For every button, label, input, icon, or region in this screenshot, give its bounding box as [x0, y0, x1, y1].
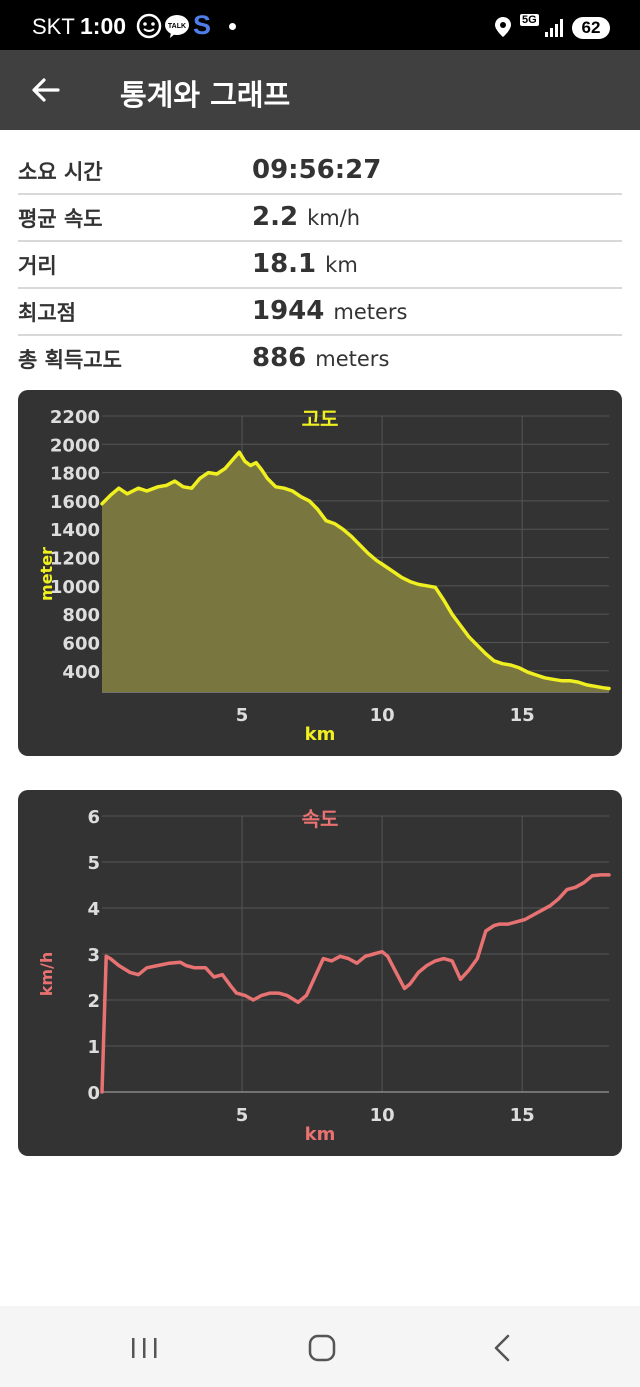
system-nav-bar — [0, 1306, 640, 1387]
network-type-badge: 5G — [520, 14, 539, 26]
y-tick-label: 6 — [87, 807, 100, 828]
chart-title: 속도 — [302, 807, 339, 831]
speed-chart: 0 1 2 3 4 5 6 5 10 15 속도 km km/h — [37, 807, 611, 1145]
svg-text:TALK: TALK — [168, 23, 186, 30]
stat-unit: meters — [333, 300, 408, 324]
face-icon — [136, 13, 162, 39]
stat-value: 2.2 km/h — [252, 202, 360, 232]
altitude-chart-card: 400 600 800 1000 1200 1400 1600 1800 2000 2200 5 10… — [18, 390, 622, 756]
signal-icon — [545, 19, 563, 37]
x-tick-label: 15 — [510, 705, 535, 726]
stat-row-avg-speed: 평균 속도 2.2 km/h — [18, 195, 622, 242]
notification-dot — [229, 23, 236, 30]
back-icon[interactable] — [472, 1328, 532, 1368]
stat-label: 평균 속도 — [18, 207, 103, 231]
app-bar: 통계와 그래프 — [0, 50, 640, 130]
clock: 1:00 — [80, 13, 127, 39]
stat-number: 09:56:27 — [252, 155, 382, 185]
stat-row-elevation-gain: 총 획득고도 886 meters — [18, 336, 622, 381]
arrow-left-icon[interactable] — [30, 74, 62, 106]
x-axis-label: km — [305, 1124, 336, 1145]
x-tick-label: 10 — [370, 1105, 395, 1126]
area-fill — [102, 452, 609, 692]
s-app-icon: S — [193, 10, 212, 40]
stat-unit: meters — [315, 347, 390, 371]
y-tick-label: 800 — [62, 605, 100, 626]
y-tick-label: 3 — [87, 945, 100, 966]
stat-number: 2.2 — [252, 202, 299, 232]
y-axis-label: km/h — [37, 952, 56, 997]
stat-label: 총 획득고도 — [18, 348, 122, 372]
stat-label: 최고점 — [18, 301, 76, 325]
stat-number: 886 — [252, 343, 307, 373]
series-line — [100, 873, 611, 1094]
stat-label: 거리 — [18, 254, 57, 278]
recent-apps-icon[interactable] — [114, 1328, 174, 1368]
speed-chart-card: 0 1 2 3 4 5 6 5 10 15 속도 km km/h — [18, 790, 622, 1156]
stat-value: 886 meters — [252, 343, 389, 373]
stat-row-distance: 거리 18.1 km — [18, 242, 622, 289]
y-tick-label: 0 — [87, 1083, 100, 1104]
x-tick-label: 5 — [236, 705, 249, 726]
stat-value: 09:56:27 — [252, 155, 381, 185]
chart-title: 고도 — [302, 407, 339, 431]
y-tick-label: 2000 — [50, 435, 100, 456]
stat-row-max-altitude: 최고점 1944 meters — [18, 289, 622, 336]
y-tick-label: 1200 — [50, 549, 100, 570]
x-tick-label: 10 — [370, 705, 395, 726]
stat-number: 1944 — [252, 296, 325, 326]
stat-label: 소요 시간 — [18, 160, 103, 184]
y-tick-label: 4 — [87, 899, 100, 920]
stats-table: 소요 시간 09:56:27 평균 속도 2.2 km/h 거리 18.1 km 최… — [18, 148, 622, 381]
y-tick-label: 2200 — [50, 407, 100, 428]
location-icon — [495, 17, 511, 37]
x-tick-label: 5 — [236, 1105, 249, 1126]
y-tick-label: 1 — [87, 1037, 100, 1058]
y-tick-label: 2 — [87, 991, 100, 1012]
stat-unit: km/h — [307, 206, 361, 230]
x-axis-label: km — [305, 724, 336, 745]
y-tick-label: 5 — [87, 853, 100, 874]
y-tick-label: 1600 — [50, 492, 100, 513]
stat-number: 18.1 — [252, 249, 317, 279]
y-tick-label: 400 — [62, 662, 100, 683]
home-icon[interactable] — [292, 1328, 352, 1368]
stat-unit: km — [325, 253, 358, 277]
page-title: 통계와 그래프 — [120, 78, 291, 112]
status-bar: SKT 1:00 TALK S 5G 62 — [0, 0, 640, 50]
stat-value: 18.1 km — [252, 249, 358, 279]
y-tick-label: 1400 — [50, 520, 100, 541]
y-tick-label: 600 — [62, 633, 100, 654]
altitude-chart: 400 600 800 1000 1200 1400 1600 1800 2000 2200 5 10… — [37, 407, 611, 745]
series-line — [100, 450, 611, 691]
x-tick-label: 15 — [510, 1105, 535, 1126]
carrier-label: SKT — [32, 14, 75, 39]
stat-row-duration: 소요 시간 09:56:27 — [18, 148, 622, 195]
kakao-talk-icon: TALK — [165, 15, 189, 38]
y-tick-label: 1000 — [50, 577, 100, 598]
y-tick-label: 1800 — [50, 464, 100, 485]
battery-indicator: 62 — [572, 17, 610, 39]
stat-value: 1944 meters — [252, 296, 407, 326]
y-axis-label: meter — [37, 547, 56, 601]
